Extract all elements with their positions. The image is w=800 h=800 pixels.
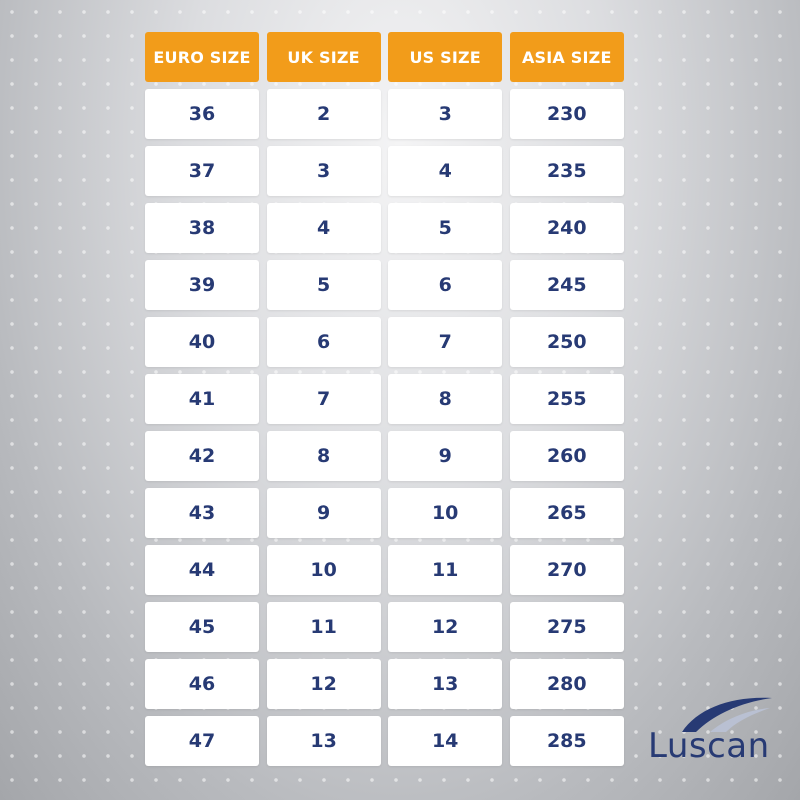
asia-size-cell: 265 <box>509 488 624 538</box>
uk-size-cell: 6 <box>266 317 381 367</box>
uk-size-cell: 5 <box>266 260 381 310</box>
table-row: 46 12 13 280 <box>145 659 624 709</box>
euro-size-cell: 41 <box>145 374 259 424</box>
header-asia-size: ASIA SIZE <box>509 32 624 82</box>
table-row: 40 6 7 250 <box>145 317 624 367</box>
euro-size-cell: 39 <box>145 260 259 310</box>
euro-size-cell: 37 <box>145 146 259 196</box>
asia-size-cell: 245 <box>509 260 624 310</box>
us-size-cell: 5 <box>388 203 503 253</box>
header-euro-size: EURO SIZE <box>145 32 259 82</box>
table-row: 42 8 9 260 <box>145 431 624 481</box>
us-size-cell: 12 <box>388 602 503 652</box>
table-row: 45 11 12 275 <box>145 602 624 652</box>
asia-size-cell: 255 <box>509 374 624 424</box>
table-row: 41 7 8 255 <box>145 374 624 424</box>
table-row: 39 5 6 245 <box>145 260 624 310</box>
euro-size-cell: 44 <box>145 545 259 595</box>
table-body: 36 2 3 230 37 3 4 235 38 4 5 240 39 5 6 <box>145 89 624 766</box>
table-row: 36 2 3 230 <box>145 89 624 139</box>
table-row: 44 10 11 270 <box>145 545 624 595</box>
uk-size-cell: 11 <box>266 602 381 652</box>
uk-size-cell: 10 <box>266 545 381 595</box>
euro-size-cell: 47 <box>145 716 259 766</box>
uk-size-cell: 8 <box>266 431 381 481</box>
us-size-cell: 7 <box>388 317 503 367</box>
us-size-cell: 8 <box>388 374 503 424</box>
uk-size-cell: 12 <box>266 659 381 709</box>
asia-size-cell: 280 <box>509 659 624 709</box>
size-conversion-table: EURO SIZE UK SIZE US SIZE ASIA SIZE 36 2… <box>145 32 624 766</box>
asia-size-cell: 275 <box>509 602 624 652</box>
uk-size-cell: 3 <box>266 146 381 196</box>
asia-size-cell: 240 <box>509 203 624 253</box>
us-size-cell: 9 <box>388 431 503 481</box>
table-row: 47 13 14 285 <box>145 716 624 766</box>
euro-size-cell: 46 <box>145 659 259 709</box>
us-size-cell: 13 <box>388 659 503 709</box>
us-size-cell: 10 <box>388 488 503 538</box>
swoosh-logo-icon <box>682 697 772 732</box>
euro-size-cell: 45 <box>145 602 259 652</box>
header-uk-size: UK SIZE <box>266 32 381 82</box>
table-row: 43 9 10 265 <box>145 488 624 538</box>
euro-size-cell: 36 <box>145 89 259 139</box>
euro-size-cell: 38 <box>145 203 259 253</box>
brand-name: Luscan <box>648 726 770 766</box>
euro-size-cell: 43 <box>145 488 259 538</box>
uk-size-cell: 9 <box>266 488 381 538</box>
table-header-row: EURO SIZE UK SIZE US SIZE ASIA SIZE <box>145 32 624 82</box>
asia-size-cell: 235 <box>509 146 624 196</box>
us-size-cell: 14 <box>388 716 503 766</box>
uk-size-cell: 7 <box>266 374 381 424</box>
us-size-cell: 6 <box>388 260 503 310</box>
uk-size-cell: 4 <box>266 203 381 253</box>
uk-size-cell: 13 <box>266 716 381 766</box>
table-row: 37 3 4 235 <box>145 146 624 196</box>
uk-size-cell: 2 <box>266 89 381 139</box>
euro-size-cell: 40 <box>145 317 259 367</box>
asia-size-cell: 250 <box>509 317 624 367</box>
asia-size-cell: 260 <box>509 431 624 481</box>
brand-logo: Luscan <box>648 694 784 770</box>
asia-size-cell: 285 <box>509 716 624 766</box>
us-size-cell: 11 <box>388 545 503 595</box>
us-size-cell: 3 <box>388 89 503 139</box>
asia-size-cell: 230 <box>509 89 624 139</box>
header-us-size: US SIZE <box>388 32 503 82</box>
table-row: 38 4 5 240 <box>145 203 624 253</box>
euro-size-cell: 42 <box>145 431 259 481</box>
asia-size-cell: 270 <box>509 545 624 595</box>
us-size-cell: 4 <box>388 146 503 196</box>
